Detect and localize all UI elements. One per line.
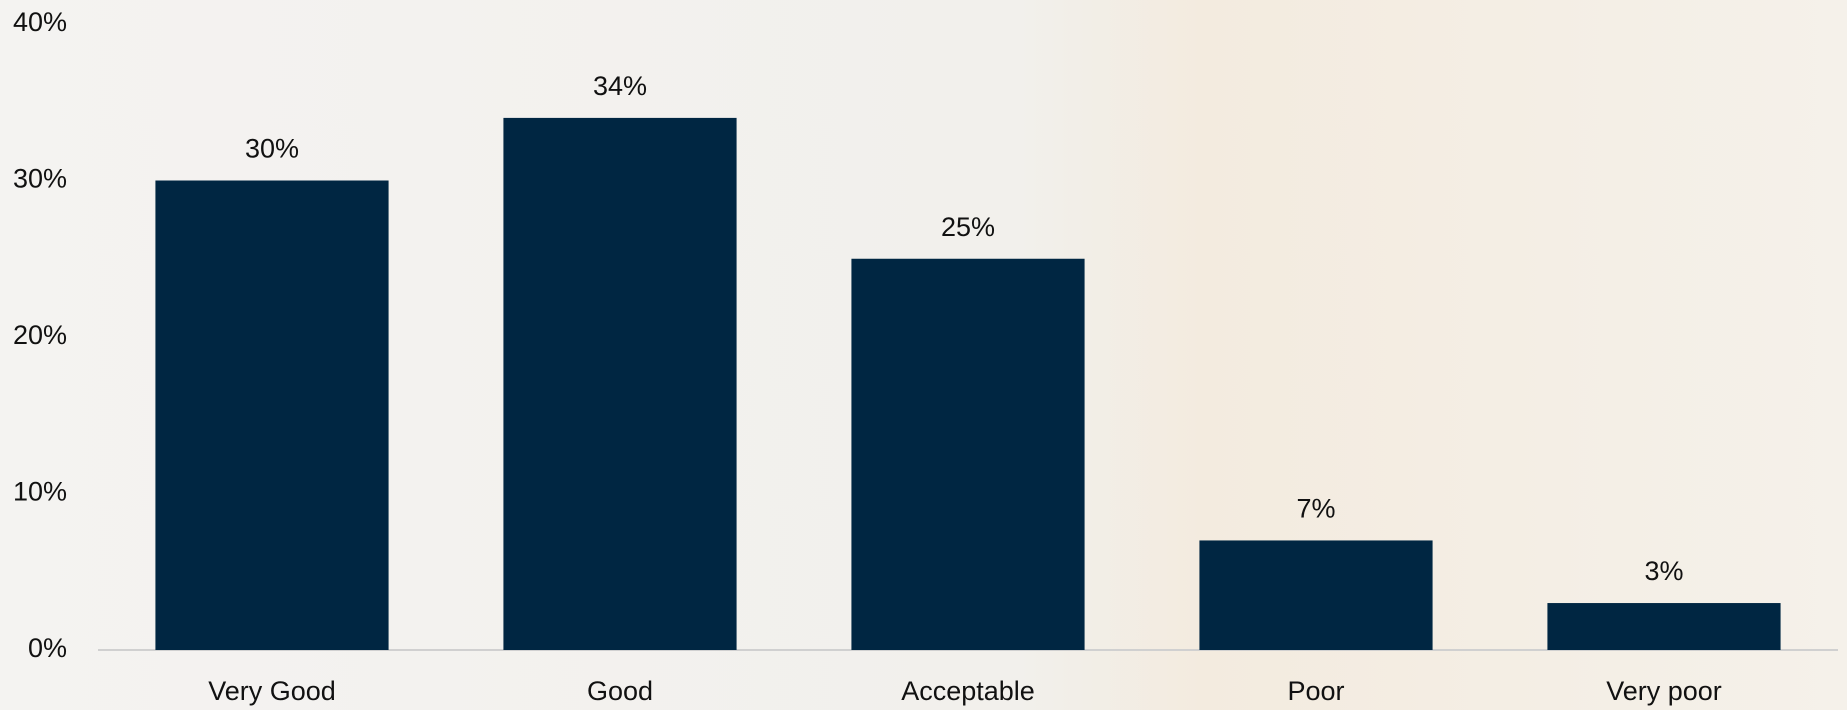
bar [155, 180, 389, 650]
value-label: 25% [941, 212, 995, 242]
y-tick-label: 20% [13, 320, 67, 350]
x-tick-label: Very poor [1606, 676, 1722, 706]
y-tick-label: 0% [28, 633, 67, 663]
y-tick-label: 10% [13, 477, 67, 507]
value-label: 3% [1644, 556, 1683, 586]
x-tick-label: Good [587, 676, 653, 706]
bar [503, 117, 737, 650]
bar [1547, 603, 1781, 650]
value-label: 30% [245, 134, 299, 164]
bar [851, 258, 1085, 650]
value-label: 7% [1296, 494, 1335, 524]
x-tick-label: Poor [1287, 676, 1344, 706]
bar [1199, 540, 1433, 650]
x-tick-label: Acceptable [901, 676, 1035, 706]
value-label: 34% [593, 71, 647, 101]
x-tick-label: Very Good [208, 676, 336, 706]
y-tick-label: 40% [13, 7, 67, 37]
y-tick-label: 30% [13, 164, 67, 194]
